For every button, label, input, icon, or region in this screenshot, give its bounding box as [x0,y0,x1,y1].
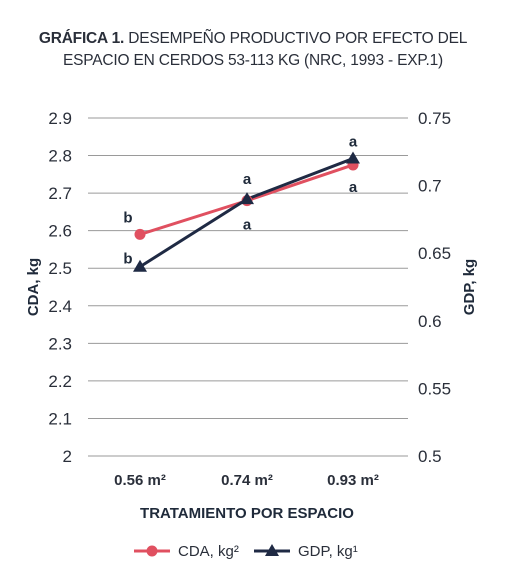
x-axis-title: TRATAMIENTO POR ESPACIO [140,505,354,522]
gdp-significance-label: a [243,171,252,188]
y-axis-title: CDA, kg [25,258,42,316]
y2-tick-label: 0.75 [418,109,451,128]
y-tick-label: 2.7 [48,184,72,203]
y-tick-label: 2.4 [48,297,72,316]
cda-significance-label: b [123,209,132,226]
chart-title-line2: ESPACIO EN CERDOS 53-113 KG (NRC, 1993 -… [63,52,443,69]
legend-cda-label: CDA, kg² [178,543,239,560]
y-tick-label: 2.9 [48,109,72,128]
y2-tick-label: 0.55 [418,379,451,398]
y2-tick-label: 0.7 [418,177,442,196]
chart-title-line1: DESEMPEÑO PRODUCTIVO POR EFECTO DEL [128,30,468,47]
legend-cda-marker [146,545,158,557]
chart-title: GRÁFICA 1. DESEMPEÑO PRODUCTIVO POR EFEC… [0,28,506,72]
gdp-significance-label: b [123,251,132,268]
gdp-point [346,151,360,164]
cda-point [134,228,146,240]
y-tick-label: 2 [63,447,72,466]
y-tick-label: 2.5 [48,259,72,278]
x-tick-label: 0.74 m² [221,472,273,489]
cda-significance-label: a [243,217,252,234]
y2-tick-label: 0.65 [418,244,451,263]
gdp-point [240,192,254,205]
y2-tick-label: 0.5 [418,447,442,466]
x-tick-label: 0.93 m² [327,472,379,489]
cda-significance-label: a [349,179,358,196]
gdp-significance-label: a [349,134,358,151]
y-tick-label: 2.1 [48,409,72,428]
y-tick-label: 2.2 [48,372,72,391]
y-tick-label: 2.6 [48,222,72,241]
x-tick-label: 0.56 m² [114,472,166,489]
legend-gdp-label: GDP, kg¹ [298,543,358,560]
y2-tick-label: 0.6 [418,312,442,331]
y-tick-label: 2.8 [48,147,72,166]
y2-axis-title: GDP, kg [461,259,478,315]
legend-gdp-marker [265,544,279,556]
gdp-point [133,259,147,272]
y-tick-label: 2.3 [48,334,72,353]
chart-title-prefix: GRÁFICA 1. [38,30,125,47]
